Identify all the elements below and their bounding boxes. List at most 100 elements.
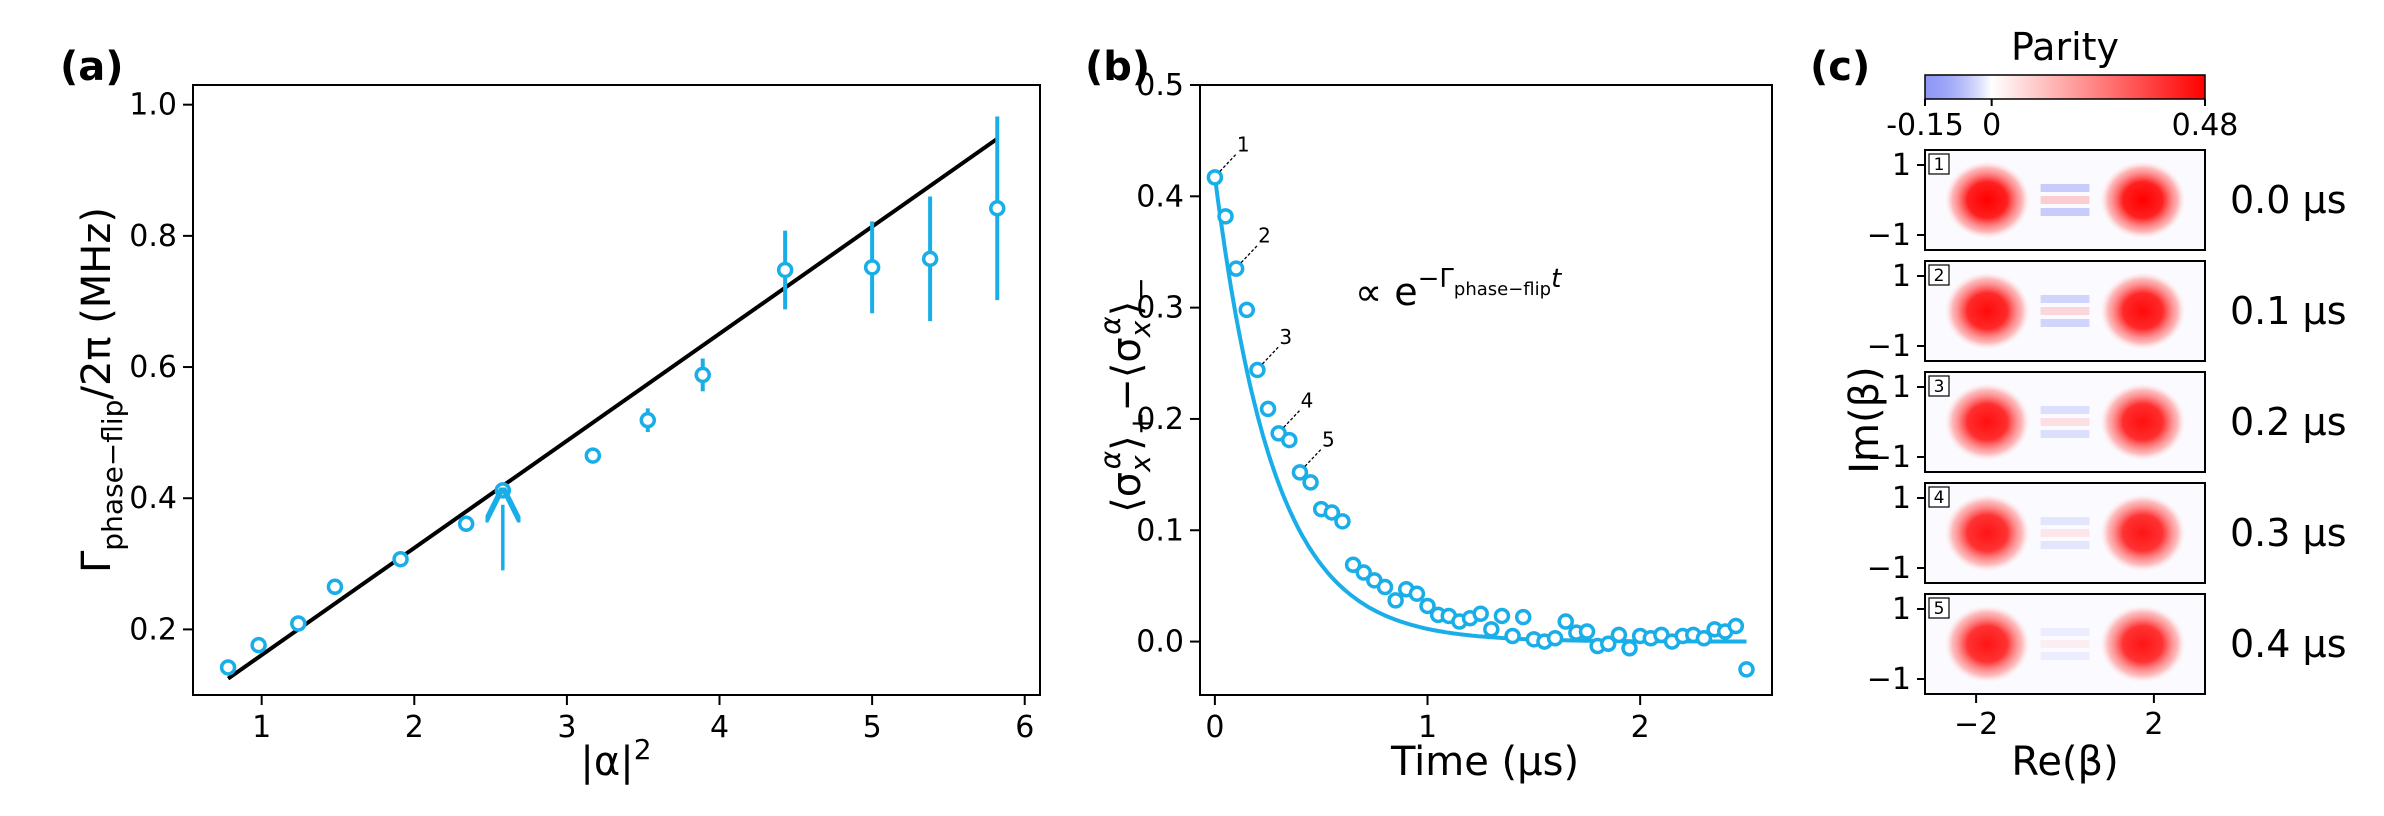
colorbar-tick-label: 0.48 <box>2172 108 2239 143</box>
data-point <box>290 615 307 632</box>
data-point <box>1557 613 1574 630</box>
y-tick-label: 0.8 <box>129 219 177 254</box>
coherent-state-blob <box>1943 382 2032 462</box>
y-tick-label: −1 <box>1867 662 1911 697</box>
point-label: 2 <box>1258 224 1271 248</box>
x-tick-label: 2 <box>2144 707 2163 742</box>
point-label-leader <box>1261 345 1280 365</box>
y-tick-label: 0.6 <box>129 350 177 385</box>
interference-fringe <box>2040 319 2090 327</box>
point-label-leader <box>1219 152 1238 172</box>
y-tick-label: 1.0 <box>129 88 177 123</box>
y-tick-label: 0.5 <box>1136 68 1184 103</box>
frame-time-label: 0.1 μs <box>2230 289 2347 333</box>
frame-index: 4 <box>1934 488 1945 508</box>
frame-index-box <box>1928 486 1950 508</box>
frame-index-box <box>1928 153 1950 175</box>
interference-fringe <box>2040 517 2090 525</box>
colorbar-title: Parity <box>2011 25 2119 69</box>
panel-b-series <box>1206 169 1755 678</box>
data-point <box>776 261 794 279</box>
x-tick-label: 0 <box>1205 710 1224 745</box>
colorbar-tick-label: -0.15 <box>1886 108 1964 143</box>
interference-fringe <box>2040 184 2090 192</box>
panel-b-point-labels: 1 2 3 45 <box>1219 132 1335 467</box>
y-tick-label: 1 <box>1892 481 1911 516</box>
point-label: 5 <box>1322 427 1335 451</box>
data-point <box>1504 627 1521 645</box>
y-tick-label: 0.1 <box>1136 513 1184 548</box>
interference-fringe <box>2040 652 2090 660</box>
frame-index: 5 <box>1934 599 1945 619</box>
y-tick-label: 1 <box>1892 259 1911 294</box>
panel-a-x-axis-label: |α|2 <box>580 733 651 785</box>
interference-fringe <box>2040 628 2090 636</box>
data-point <box>1493 607 1511 625</box>
data-point <box>1206 169 1224 186</box>
data-point <box>989 200 1006 217</box>
y-tick-label: 0.4 <box>1136 179 1184 214</box>
point-label-leader <box>1240 244 1259 264</box>
point-label-leader <box>1304 447 1323 467</box>
data-point <box>1514 608 1532 626</box>
interference-fringe <box>2040 430 2090 438</box>
panel-a-label: (a) <box>60 44 124 90</box>
parity-frame: 4 1 −1 0.3 μs <box>1867 481 2347 586</box>
panel-b-x-ticks: 0 1 2 <box>1205 695 1650 745</box>
exponential-fit-curve <box>1212 176 1747 644</box>
y-tick-label: −1 <box>1867 218 1911 253</box>
y-tick-label: −1 <box>1867 440 1911 475</box>
data-point <box>1249 361 1266 379</box>
coherent-state-blob <box>2098 160 2187 240</box>
data-point <box>457 515 475 533</box>
point-label: 4 <box>1301 388 1314 412</box>
data-point <box>326 578 344 596</box>
y-tick-label: −1 <box>1867 329 1911 364</box>
data-point <box>1355 564 1372 581</box>
data-point <box>494 482 512 499</box>
panel-a-series <box>219 116 1006 681</box>
parity-frame: 5 1 −1 0.4 μs <box>1867 592 2347 697</box>
y-tick-label: 0.2 <box>129 612 177 647</box>
coherent-state-blob <box>1943 160 2032 240</box>
interference-fringe <box>2040 208 2090 216</box>
parity-frame: 2 1 −1 0.1 μs <box>1867 259 2347 364</box>
coherent-state-blob <box>2098 493 2187 573</box>
panel-c-y-axis-label: Im(β) <box>1842 366 1888 474</box>
x-tick-label: 1 <box>1418 710 1437 745</box>
data-point <box>392 550 409 568</box>
data-point <box>1334 513 1351 530</box>
panel-b-plot-area <box>1199 84 1773 696</box>
interference-fringe <box>2040 307 2090 315</box>
panel-b-x-axis-label: Time (μs) <box>1390 739 1579 785</box>
panel-a-y-ticks: 0.2 0.4 0.6 0.8 1.0 <box>129 88 193 647</box>
interference-fringe <box>2040 640 2090 648</box>
frame-index-box <box>1928 264 1950 286</box>
coherent-state-blob <box>1943 604 2032 684</box>
panel-a-x-ticks: 1 2 3 4 5 6 <box>252 695 1034 745</box>
x-tick-label: 2 <box>1631 710 1650 745</box>
data-point <box>1483 621 1500 638</box>
colorbar-tick-label: 0 <box>1982 108 2001 143</box>
interference-fringe <box>2040 196 2090 204</box>
data-point <box>1376 578 1394 596</box>
data-point <box>219 659 237 676</box>
y-tick-label: 1 <box>1892 148 1911 183</box>
point-label: 1 <box>1237 132 1250 156</box>
data-point <box>584 447 602 464</box>
data-point <box>1472 605 1489 622</box>
colorbar-ticks: -0.15 0 0.48 <box>1886 99 2238 143</box>
frame-time-label: 0.2 μs <box>2230 400 2347 444</box>
data-point <box>1217 208 1234 225</box>
data-point <box>1238 301 1256 319</box>
y-tick-label: 0.0 <box>1136 625 1184 660</box>
frame-time-label: 0.4 μs <box>2230 622 2347 666</box>
interference-fringe <box>2040 529 2090 537</box>
y-tick-label: 0.3 <box>1136 291 1184 326</box>
frame-index: 1 <box>1934 155 1945 175</box>
data-point <box>1227 260 1245 277</box>
y-tick-label: 0.4 <box>129 481 177 516</box>
x-tick-label: −2 <box>1954 707 1998 742</box>
frame-index: 3 <box>1934 377 1945 397</box>
